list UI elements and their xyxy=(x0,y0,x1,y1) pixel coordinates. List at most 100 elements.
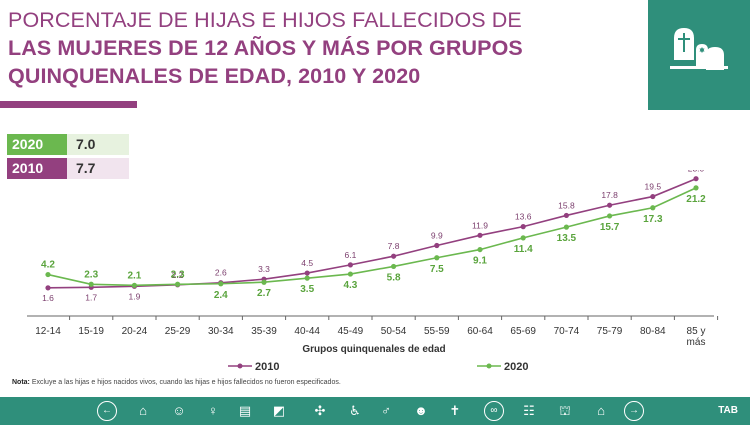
data-label-2010: 1.7 xyxy=(85,292,97,302)
x-tick-label: 60-64 xyxy=(467,326,493,337)
data-label-2010: 7.8 xyxy=(388,241,400,251)
x-tick-label: 15-19 xyxy=(78,326,104,337)
data-label-2020: 7.5 xyxy=(430,264,444,275)
data-label-2020: 2.4 xyxy=(214,290,228,301)
data-point-2020 xyxy=(218,281,224,287)
data-point-2020 xyxy=(477,246,483,253)
line-chart: 12-14 15-19 20-24 25-29 30-34 35-39 40-44 45-49… xyxy=(27,170,719,373)
home-icon[interactable]: ⌂ xyxy=(597,403,605,418)
data-point-2010 xyxy=(607,202,613,208)
map-icon[interactable]: ◩ xyxy=(272,403,286,418)
data-label-2010: 15.8 xyxy=(558,200,575,210)
x-tick-label: 55-59 xyxy=(424,326,450,337)
tab-label[interactable]: TAB xyxy=(718,405,738,416)
x-tick-label: 50-54 xyxy=(381,326,407,337)
data-label-2020: 13.5 xyxy=(557,233,577,244)
x-tick-label: 40-44 xyxy=(294,326,320,337)
data-label-2010: 23.0 xyxy=(688,170,705,174)
data-point-2010 xyxy=(520,224,526,230)
data-label-2020: 17.3 xyxy=(643,214,663,225)
person-icon[interactable]: ♀ xyxy=(208,403,218,418)
data-label-2010: 11.9 xyxy=(472,220,488,230)
x-tick-label: 45-49 xyxy=(338,326,364,337)
data-point-2010 xyxy=(477,232,483,238)
arrow-right-icon[interactable]: → xyxy=(624,401,644,421)
data-label-2010: 1.6 xyxy=(42,293,54,303)
data-point-2020 xyxy=(607,213,613,219)
legend-label-2010: 2010 xyxy=(255,361,279,373)
data-point-2010 xyxy=(347,262,353,268)
x-tick-label: 20-24 xyxy=(122,326,148,337)
data-point-2010 xyxy=(693,176,699,182)
data-label-2020: 5.8 xyxy=(387,272,401,283)
series-line-2020 xyxy=(47,187,697,287)
summary-year: 2010 xyxy=(7,158,67,179)
data-point-2020 xyxy=(693,185,699,191)
data-label-2020: 21.2 xyxy=(686,194,706,205)
network-icon[interactable]: ✣ xyxy=(314,403,326,418)
summary-row-2020: 2020 7.0 xyxy=(7,134,129,155)
chart-title: PORCENTAJE DE HIJAS E HIJOS FALLECIDOS D… xyxy=(8,6,638,90)
data-point-2010 xyxy=(650,193,656,200)
data-point-2010 xyxy=(563,212,570,219)
wheelchair-icon[interactable]: ♿ xyxy=(349,403,361,418)
data-label-2010: 2.6 xyxy=(215,268,227,278)
data-label-2010: 2.2 xyxy=(172,270,184,280)
data-label-2010: 3.3 xyxy=(258,264,270,274)
data-label-2010: 13.6 xyxy=(515,212,532,222)
data-point-2010 xyxy=(45,285,51,291)
data-label-2010: 4.5 xyxy=(301,258,313,268)
data-label-2010: 17.8 xyxy=(601,190,618,200)
data-label-2020: 4.3 xyxy=(343,280,357,291)
summary-year: 2020 xyxy=(7,134,67,155)
arrow-left-icon[interactable]: ← xyxy=(97,401,117,421)
data-point-2020 xyxy=(563,224,570,230)
legend-2010: 2010 xyxy=(228,361,279,373)
grave-icon[interactable]: ✝ xyxy=(449,403,461,418)
data-label-2010: 1.9 xyxy=(128,291,140,301)
footnote-text: Excluye a las hijas e hijos nacidos vivo… xyxy=(29,379,341,386)
data-point-2020 xyxy=(304,275,310,281)
x-axis-label: Grupos quinquenales de edad xyxy=(302,344,445,355)
summary-value: 7.0 xyxy=(67,134,129,155)
documents-icon[interactable]: ▤ xyxy=(238,403,252,418)
family-icon[interactable]: ☺ xyxy=(172,403,186,418)
series-line-2010 xyxy=(47,177,697,289)
data-point-2020 xyxy=(391,263,397,270)
children-icon[interactable]: ☻ xyxy=(414,403,428,418)
couple-icon[interactable]: ♂ xyxy=(381,403,391,418)
group-icon[interactable]: ☷ xyxy=(523,403,535,418)
data-point-2010 xyxy=(434,242,440,249)
summary-row-2010: 2010 7.7 xyxy=(7,158,129,179)
library-icon[interactable]: ⌂ xyxy=(139,403,147,418)
data-label-2020: 2.3 xyxy=(171,269,185,280)
legend-label-2020: 2020 xyxy=(504,361,528,373)
data-label-2020: 4.2 xyxy=(41,260,55,271)
x-tick-label: 70-74 xyxy=(554,326,580,337)
data-label-2020: 2.1 xyxy=(127,270,141,281)
x-tick-label: 80-84 xyxy=(640,326,666,337)
title-line-1: PORCENTAJE DE HIJAS E HIJOS FALLECIDOS D… xyxy=(8,8,522,32)
data-point-2020 xyxy=(261,279,267,285)
data-label-2020: 2.7 xyxy=(257,288,271,299)
data-point-2020 xyxy=(175,281,181,287)
data-label-2020: 15.7 xyxy=(600,222,620,233)
museum-icon[interactable]: ⛫ xyxy=(559,403,571,418)
data-point-2020 xyxy=(131,282,137,288)
data-label-2020: 3.5 xyxy=(300,284,314,295)
data-label-2020: 2.3 xyxy=(84,269,98,280)
title-underline xyxy=(0,101,137,108)
summary-value: 7.7 xyxy=(67,158,129,179)
cemetery-icon xyxy=(648,0,750,110)
x-tick-label: 85 y más xyxy=(687,326,706,348)
x-tick-label: 35-39 xyxy=(251,326,277,337)
x-tick-label: 12-14 xyxy=(35,326,61,337)
footnote: Nota: Excluye a las hijas e hijos nacido… xyxy=(12,379,341,386)
x-tick-label: 65-69 xyxy=(510,326,536,337)
data-point-2020 xyxy=(650,205,656,211)
data-label-2020: 9.1 xyxy=(473,256,487,267)
data-label-2010: 6.1 xyxy=(344,250,356,260)
x-tick-label: 75-79 xyxy=(597,326,623,337)
data-label-2010: 9.9 xyxy=(431,231,443,241)
rings-icon[interactable]: ∞ xyxy=(484,401,504,421)
